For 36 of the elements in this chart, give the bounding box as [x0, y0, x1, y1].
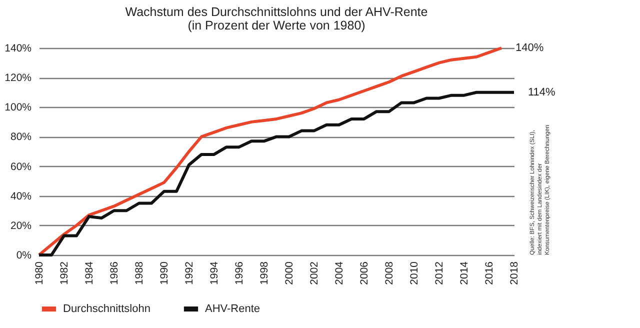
- annotation: 114%: [528, 86, 556, 98]
- y-tick-label: 60%: [10, 160, 32, 173]
- x-tick-label: 1986: [108, 261, 120, 285]
- y-tick-label: 100%: [4, 102, 32, 114]
- x-tick-label: 1980: [34, 261, 46, 285]
- x-tick-label: 2000: [284, 261, 296, 285]
- line-series: [38, 46, 503, 256]
- x-tick-label: 2002: [308, 261, 320, 285]
- legend-label: Durchschnittslohn: [63, 303, 150, 315]
- x-tick-label: 1992: [184, 261, 196, 285]
- x-tick-label: 2010: [408, 261, 420, 285]
- x-tick-label: 1990: [158, 261, 170, 285]
- x-tick-label: 1994: [208, 261, 220, 285]
- x-tick-label: 2008: [384, 261, 396, 285]
- x-tick-label: 1998: [258, 261, 270, 285]
- x-tick-label: 1996: [234, 261, 246, 285]
- x-tick-label: 1988: [134, 261, 146, 285]
- annotation: 140%: [516, 42, 544, 54]
- y-tick-label: 20%: [10, 220, 32, 232]
- y-tick-label: 80%: [10, 131, 32, 144]
- chart-subtitle: (in Prozent der Werte von 1980): [188, 18, 366, 32]
- x-tick-label: 2004: [334, 261, 346, 285]
- x-tick-label: 2018: [508, 261, 520, 285]
- x-tick-label: 2014: [458, 261, 470, 285]
- x-tick-label: 2016: [484, 261, 496, 285]
- y-tick-label: 40%: [10, 190, 32, 202]
- x-tick-label: 1984: [84, 261, 96, 285]
- line-series: [38, 90, 516, 256]
- x-tick-label: 2012: [434, 261, 446, 285]
- x-tick-label: 2006: [358, 261, 370, 285]
- y-tick-label: 120%: [4, 72, 32, 84]
- chart-title: Wachstum des Durchschnittslohns und der AHV-Rente: [125, 5, 428, 19]
- y-tick-label: 140%: [4, 42, 32, 54]
- y-tick-label: 0%: [16, 250, 32, 262]
- legend-label: AHV-Rente: [205, 303, 260, 315]
- x-tick-label: 1982: [58, 261, 70, 285]
